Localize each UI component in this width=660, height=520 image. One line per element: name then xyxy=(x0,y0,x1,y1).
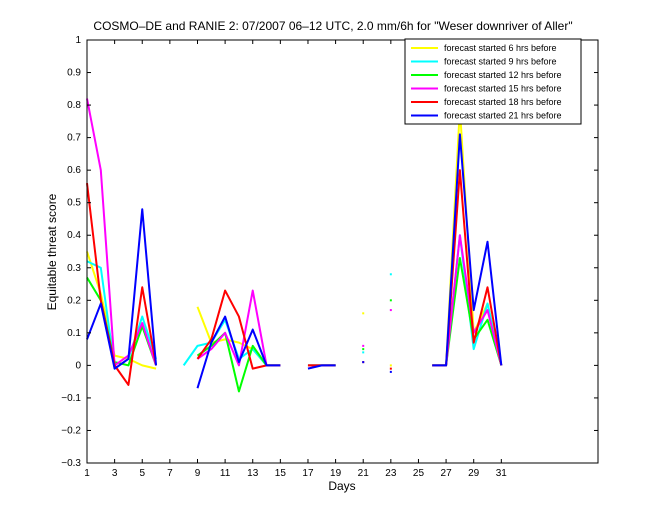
x-tick-label: 9 xyxy=(195,468,201,479)
x-axis: 1 3 5 7 9 11 13 15 17 19 21 23 25 27 29 31 xyxy=(84,40,507,479)
y-tick-label: 0 xyxy=(75,360,81,371)
series-segment xyxy=(86,183,158,386)
series-segment xyxy=(432,133,503,367)
series-segment xyxy=(196,315,281,389)
legend-label: forecast started 12 hrs before xyxy=(444,70,562,80)
x-tick-label: 7 xyxy=(167,468,173,479)
x-tick-label: 21 xyxy=(358,468,370,479)
y-tick-label: 1 xyxy=(75,35,81,46)
y-tick-label: −0.2 xyxy=(61,425,81,436)
series-point xyxy=(389,273,392,276)
x-tick-label: 5 xyxy=(139,468,145,479)
legend-label: forecast started 18 hrs before xyxy=(444,97,562,107)
y-tick-label: 0.1 xyxy=(67,328,81,339)
y-tick-label: 0.4 xyxy=(67,230,81,241)
series-point xyxy=(389,309,392,312)
x-tick-label: 19 xyxy=(330,468,342,479)
y-tick-label: 0.3 xyxy=(67,263,81,274)
series-point xyxy=(389,299,392,302)
y-tick-label: 0.7 xyxy=(67,133,81,144)
series-point xyxy=(389,367,392,370)
legend: forecast started 6 hrs before forecast st… xyxy=(404,38,582,125)
series-point xyxy=(389,370,392,373)
x-axis-label: Days xyxy=(328,479,355,493)
y-axis: −0.3 −0.2 −0.1 0 0.1 0.2 0.3 0.4 0.5 0.6 0.7 0.8 0.9… xyxy=(61,35,598,469)
series-segment xyxy=(86,208,158,370)
y-tick-label: −0.1 xyxy=(61,393,81,404)
plot-frame xyxy=(86,39,599,464)
legend-label: forecast started 6 hrs before xyxy=(444,43,557,53)
y-tick-label: 0.2 xyxy=(67,295,81,306)
legend-box xyxy=(404,38,582,125)
series-segment xyxy=(86,98,158,367)
series-segment xyxy=(307,364,336,370)
y-tick-label: 0.9 xyxy=(67,68,81,79)
legend-label: forecast started 9 hrs before xyxy=(444,57,557,67)
series-segment xyxy=(196,289,281,367)
y-tick-label: 0.8 xyxy=(67,100,81,111)
x-tick-label: 25 xyxy=(413,468,425,479)
chart-title: COSMO–DE and RANIE 2: 07/2007 06–12 UTC,… xyxy=(93,19,572,33)
legend-label: forecast started 21 hrs before xyxy=(444,111,562,121)
x-tick-label: 13 xyxy=(247,468,259,479)
x-tick-label: 23 xyxy=(385,468,397,479)
series-point xyxy=(362,361,365,364)
x-tick-label: 11 xyxy=(220,468,231,479)
x-tick-label: 31 xyxy=(496,468,508,479)
x-tick-label: 17 xyxy=(302,468,314,479)
y-axis-label: Equitable threat score xyxy=(45,193,59,310)
legend-label: forecast started 15 hrs before xyxy=(444,84,562,94)
series-point xyxy=(362,312,365,315)
y-tick-label: 0.6 xyxy=(67,165,81,176)
series-line xyxy=(86,133,503,389)
series-point xyxy=(389,364,392,367)
y-tick-label: 0.5 xyxy=(67,198,81,209)
series-point xyxy=(362,348,365,351)
x-tick-label: 3 xyxy=(112,468,118,479)
series-segment xyxy=(86,277,157,367)
series-point xyxy=(362,351,365,354)
x-tick-label: 27 xyxy=(441,468,453,479)
series-point xyxy=(362,344,365,347)
y-tick-label: −0.3 xyxy=(61,458,81,469)
x-tick-label: 15 xyxy=(275,468,287,479)
series-layer xyxy=(86,98,503,393)
x-tick-label: 1 xyxy=(84,468,90,479)
x-tick-label: 29 xyxy=(468,468,480,479)
